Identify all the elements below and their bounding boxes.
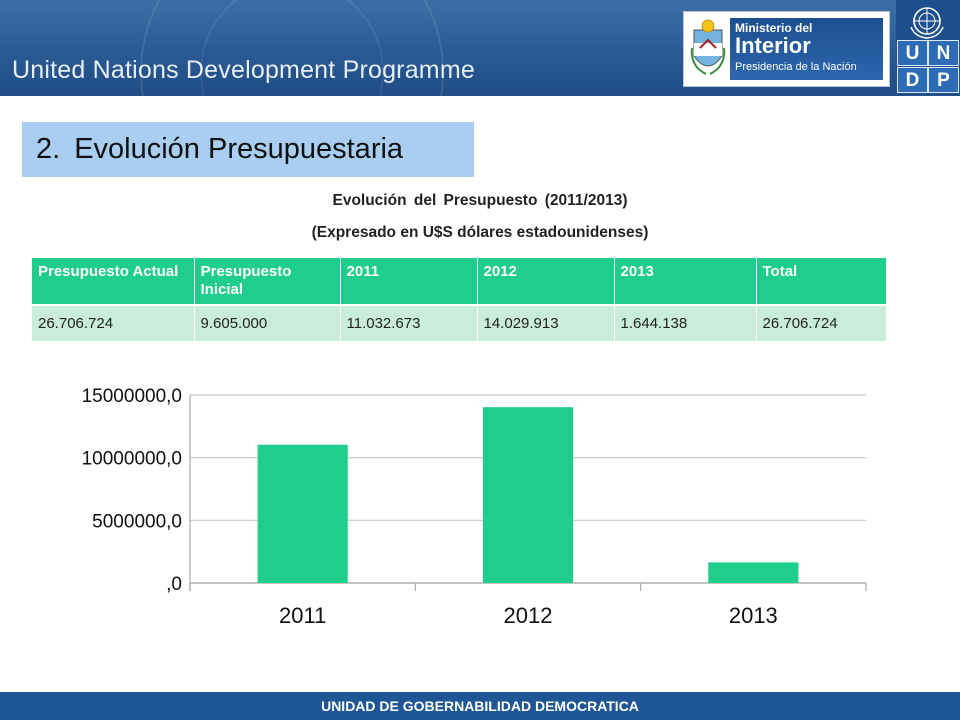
un-emblem-icon [910,7,944,39]
y-tick-label: 10000000,0 [82,449,182,470]
budget-bar-chart: ,0 5000000,0 10000000,0 15000000,0 2011 2012 2… [82,386,867,628]
y-tick-label: ,0 [166,574,182,595]
undp-letter-d: D [897,67,928,93]
col-header-2013: 2013 [614,258,757,305]
cell-2011: 11.032.673 [340,304,478,341]
cell-presupuesto-inicial: 9.605.000 [194,304,341,341]
col-header-total: Total [756,258,887,305]
ministry-line1: Ministerio del [735,21,813,35]
argentina-crest-icon [690,19,726,75]
undp-logo: U N D P [896,0,960,96]
y-tick-label: 5000000,0 [92,511,182,532]
cell-2013: 1.644.138 [614,304,757,341]
cell-2012: 14.029.913 [477,304,615,341]
bar-2011 [257,444,348,583]
section-number: 2. [36,133,61,165]
footer-bar: UNIDAD DE GOBERNABILIDAD DEMOCRATICA [0,692,960,720]
x-tick-label: 2013 [729,603,778,628]
section-title-text: Evolución Presupuestaria [74,133,404,165]
col-header-2012: 2012 [477,258,615,305]
chart-subtitle: Evolución del Presupuesto (2011/2013) [332,192,628,209]
bar-2013 [708,562,799,583]
org-name: United Nations Development Programme [12,56,475,84]
col-header-2011: 2011 [340,258,478,305]
ministry-line2: Interior [735,33,811,58]
ministry-band: Ministerio del Interior Presidencia de l… [730,18,883,80]
x-tick-label: 2011 [279,603,326,628]
undp-letter-u: U [897,40,928,66]
budget-table: Presupuesto Actual Presupuesto Inicial 2… [32,258,887,341]
col-header-presupuesto-inicial: Presupuesto Inicial [194,258,341,305]
table-header-row: Presupuesto Actual Presupuesto Inicial 2… [32,258,887,305]
undp-letter-n: N [928,40,959,66]
header-banner: United Nations Development Programme Min… [0,0,960,96]
table-row: 26.706.724 9.605.000 11.032.673 14.029.9… [32,304,887,341]
ministry-line3: Presidencia de la Nación [735,61,857,73]
y-tick-label: 15000000,0 [82,386,182,407]
x-tick-label: 2012 [504,603,553,628]
section-title: 2. Evolución Presupuestaria [22,122,474,177]
ministry-logo: Ministerio del Interior Presidencia de l… [683,11,890,87]
bar-2012 [482,407,574,583]
col-header-presupuesto-actual: Presupuesto Actual [32,258,195,305]
undp-letter-p: P [928,67,959,93]
chart-subtitle-units: (Expresado en U$S dólares estadounidense… [311,224,649,241]
cell-total: 26.706.724 [756,304,887,341]
cell-presupuesto-actual: 26.706.724 [32,304,195,341]
